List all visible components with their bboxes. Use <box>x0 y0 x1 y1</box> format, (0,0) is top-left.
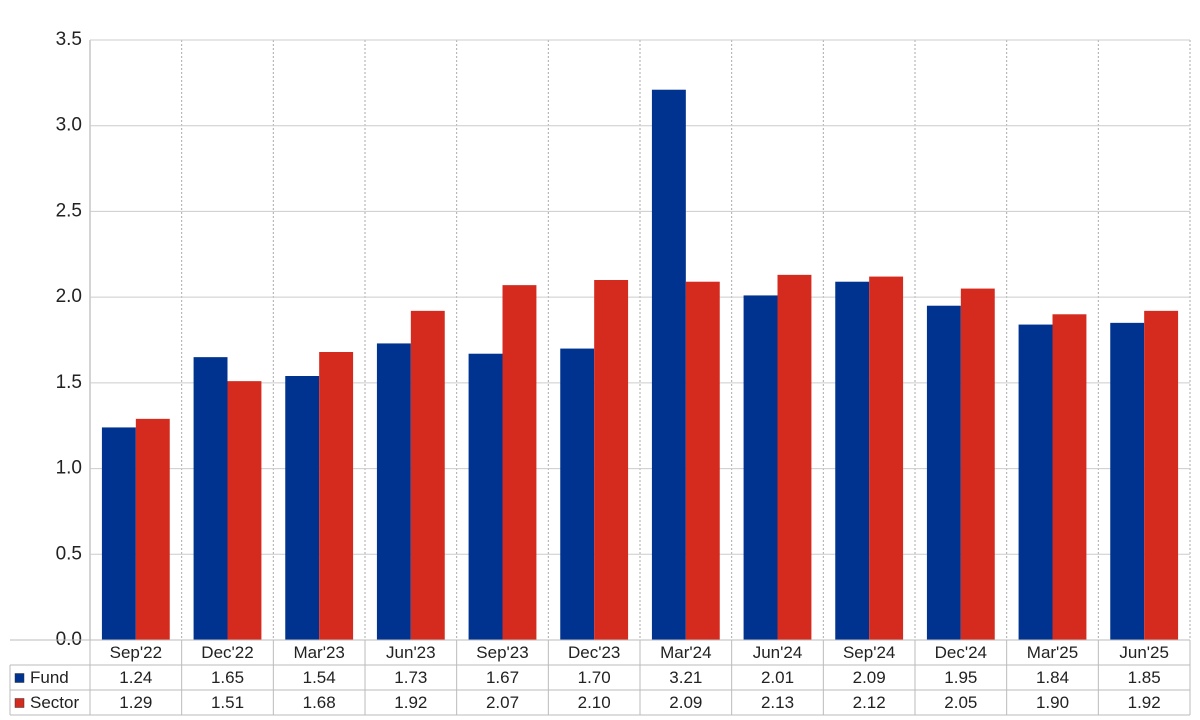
data-label: 1.54 <box>303 668 336 687</box>
data-label: 1.67 <box>486 668 519 687</box>
data-label: 1.70 <box>578 668 611 687</box>
data-label: 1.85 <box>1128 668 1161 687</box>
data-label: 1.29 <box>119 693 152 712</box>
data-label: 1.92 <box>394 693 427 712</box>
bar <box>285 376 320 640</box>
bar <box>685 281 720 640</box>
data-label: 1.95 <box>944 668 977 687</box>
data-label: 2.10 <box>578 693 611 712</box>
legend-label: Fund <box>30 668 69 687</box>
bar <box>1144 310 1179 640</box>
data-label: 3.21 <box>669 668 702 687</box>
x-tick-label: Dec'23 <box>568 643 620 662</box>
legend-swatch <box>14 673 25 683</box>
y-tick-label: 1.5 <box>56 372 82 393</box>
data-label: 1.68 <box>303 693 336 712</box>
data-label: 2.09 <box>853 668 886 687</box>
bar <box>594 280 629 640</box>
bar <box>101 427 136 640</box>
bar <box>960 288 995 640</box>
data-label: 2.09 <box>669 693 702 712</box>
bar <box>743 295 778 640</box>
y-tick-label: 3.5 <box>56 29 82 50</box>
bar <box>319 352 354 640</box>
x-tick-label: Sep'22 <box>110 643 162 662</box>
x-tick-label: Jun'25 <box>1119 643 1169 662</box>
data-label: 2.12 <box>853 693 886 712</box>
y-tick-label: 1.0 <box>56 458 82 479</box>
x-tick-label: Mar'23 <box>293 643 344 662</box>
bar <box>651 89 686 640</box>
data-label: 1.84 <box>1036 668 1069 687</box>
x-tick-label: Jun'24 <box>753 643 803 662</box>
legend-swatch <box>14 698 25 708</box>
x-tick-label: Sep'23 <box>476 643 528 662</box>
bar <box>135 418 170 640</box>
data-label: 2.13 <box>761 693 794 712</box>
y-tick-label: 2.0 <box>56 286 82 307</box>
data-label: 1.24 <box>119 668 152 687</box>
x-tick-label: Mar'24 <box>660 643 711 662</box>
bar <box>227 381 262 640</box>
data-label: 2.01 <box>761 668 794 687</box>
data-label: 2.07 <box>486 693 519 712</box>
bar <box>560 348 595 640</box>
data-label: 1.65 <box>211 668 244 687</box>
bar <box>1052 314 1087 640</box>
bar <box>502 285 537 640</box>
y-tick-label: 0.5 <box>56 543 82 564</box>
bar <box>410 310 445 640</box>
x-tick-label: Jun'23 <box>386 643 436 662</box>
bar <box>835 281 870 640</box>
data-label: 2.05 <box>944 693 977 712</box>
bar <box>193 357 228 640</box>
legend-label: Sector <box>30 693 79 712</box>
bar <box>468 353 503 640</box>
x-tick-label: Mar'25 <box>1027 643 1078 662</box>
data-label: 1.90 <box>1036 693 1069 712</box>
y-tick-label: 3.0 <box>56 115 82 136</box>
bar <box>777 274 812 640</box>
bar <box>1018 324 1053 640</box>
bar <box>376 343 411 640</box>
x-tick-label: Dec'24 <box>935 643 987 662</box>
data-label: 1.92 <box>1128 693 1161 712</box>
bar <box>926 305 961 640</box>
x-tick-label: Sep'24 <box>843 643 895 662</box>
data-label: 1.51 <box>211 693 244 712</box>
data-label: 1.73 <box>394 668 427 687</box>
x-tick-label: Dec'22 <box>201 643 253 662</box>
bar <box>869 276 904 640</box>
y-tick-label: 2.5 <box>56 200 82 221</box>
bar <box>1110 322 1145 640</box>
